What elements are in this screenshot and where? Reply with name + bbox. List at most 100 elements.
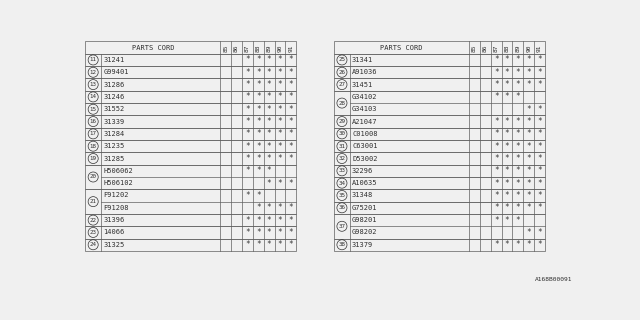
Text: *: *	[256, 154, 260, 163]
Text: 13: 13	[90, 82, 97, 87]
Text: *: *	[267, 117, 271, 126]
Text: 31285: 31285	[103, 156, 125, 162]
Bar	[334, 128, 545, 140]
Text: *: *	[494, 55, 499, 64]
Text: *: *	[256, 105, 260, 114]
Text: A91036: A91036	[352, 69, 378, 75]
Text: PARTS CORD: PARTS CORD	[132, 44, 174, 51]
Bar	[334, 42, 545, 54]
Text: 88: 88	[504, 45, 509, 52]
Text: *: *	[516, 129, 520, 138]
Text: G99401: G99401	[103, 69, 129, 75]
Bar	[334, 54, 545, 66]
Text: *: *	[505, 216, 509, 225]
Text: *: *	[278, 216, 282, 225]
Text: *: *	[267, 203, 271, 212]
Text: A21047: A21047	[352, 118, 378, 124]
Bar	[85, 214, 296, 226]
Bar	[334, 165, 545, 177]
Text: *: *	[494, 129, 499, 138]
Text: *: *	[267, 92, 271, 101]
Text: 31284: 31284	[103, 131, 125, 137]
Bar	[334, 239, 545, 251]
Text: 26: 26	[339, 70, 346, 75]
Text: *: *	[494, 117, 499, 126]
Text: *: *	[289, 142, 293, 151]
Text: *: *	[494, 179, 499, 188]
Text: *: *	[527, 117, 531, 126]
Text: *: *	[516, 179, 520, 188]
Text: *: *	[527, 166, 531, 175]
Text: *: *	[527, 55, 531, 64]
Text: 31246: 31246	[103, 94, 125, 100]
Text: 31: 31	[339, 144, 346, 149]
Text: 18: 18	[90, 144, 97, 149]
Text: *: *	[256, 80, 260, 89]
Text: 31348: 31348	[352, 192, 373, 198]
Text: 24: 24	[90, 242, 97, 247]
Text: 35: 35	[339, 193, 346, 198]
Text: *: *	[278, 154, 282, 163]
Text: *: *	[267, 166, 271, 175]
Text: *: *	[245, 240, 250, 249]
Text: *: *	[256, 228, 260, 237]
Text: 90: 90	[526, 45, 531, 52]
Text: C01008: C01008	[352, 131, 378, 137]
Bar	[334, 189, 545, 202]
Bar	[85, 128, 296, 140]
Text: *: *	[516, 203, 520, 212]
Text: *: *	[289, 80, 293, 89]
Text: *: *	[494, 240, 499, 249]
Text: 16: 16	[90, 119, 97, 124]
Bar	[85, 226, 296, 239]
Text: 89: 89	[267, 45, 271, 52]
Bar	[334, 91, 545, 116]
Text: *: *	[494, 92, 499, 101]
Text: 31235: 31235	[103, 143, 125, 149]
Text: 36: 36	[339, 205, 346, 210]
Text: *: *	[505, 129, 509, 138]
Text: *: *	[527, 80, 531, 89]
Text: *: *	[537, 228, 542, 237]
Bar	[334, 177, 545, 189]
Text: 86: 86	[483, 45, 488, 52]
Bar	[85, 165, 296, 189]
Text: *: *	[537, 80, 542, 89]
Text: A168B00091: A168B00091	[534, 277, 572, 282]
Text: *: *	[256, 216, 260, 225]
Text: *: *	[267, 179, 271, 188]
Text: G34102: G34102	[352, 94, 378, 100]
Text: 23: 23	[90, 230, 97, 235]
Text: *: *	[516, 117, 520, 126]
Text: *: *	[537, 240, 542, 249]
Text: *: *	[516, 154, 520, 163]
Text: *: *	[245, 228, 250, 237]
Text: *: *	[256, 203, 260, 212]
Text: 31241: 31241	[103, 57, 125, 63]
Text: 88: 88	[256, 45, 260, 52]
Text: 11: 11	[90, 58, 97, 62]
Text: *: *	[245, 191, 250, 200]
Text: 85: 85	[472, 45, 477, 52]
Text: *: *	[289, 203, 293, 212]
Text: *: *	[537, 105, 542, 114]
Text: *: *	[527, 191, 531, 200]
Text: 37: 37	[339, 224, 346, 229]
Text: *: *	[527, 105, 531, 114]
Bar	[85, 42, 296, 54]
Text: 91: 91	[288, 45, 293, 52]
Text: *: *	[537, 142, 542, 151]
Text: *: *	[537, 166, 542, 175]
Bar	[334, 66, 545, 78]
Text: *: *	[516, 92, 520, 101]
Text: *: *	[289, 129, 293, 138]
Text: *: *	[516, 216, 520, 225]
Text: 31341: 31341	[352, 57, 373, 63]
Text: PARTS CORD: PARTS CORD	[380, 44, 423, 51]
Text: *: *	[527, 179, 531, 188]
Text: *: *	[494, 80, 499, 89]
Text: *: *	[278, 142, 282, 151]
Text: *: *	[505, 68, 509, 77]
Text: 28: 28	[339, 100, 346, 106]
Text: *: *	[245, 80, 250, 89]
